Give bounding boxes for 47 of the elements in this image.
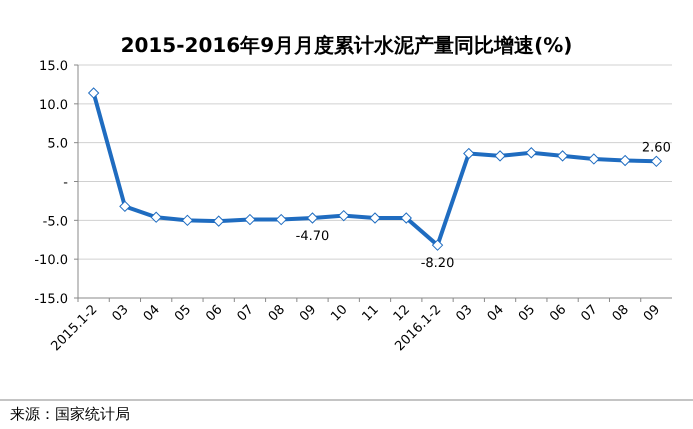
x-tick-label: 05 <box>172 302 194 325</box>
point <box>400 212 412 224</box>
point <box>182 214 193 226</box>
y-tick-label: -5.0 <box>42 214 68 230</box>
y-tick-label: - <box>63 176 68 190</box>
x-tick-label: 09 <box>640 302 664 325</box>
x-tick-label: 06 <box>203 302 226 325</box>
x-tick-label: 09 <box>296 302 320 325</box>
point <box>650 156 662 167</box>
point <box>432 240 444 251</box>
x-tick-label: 04 <box>140 302 163 325</box>
x-tick-label: 05 <box>516 302 538 325</box>
y-tick-label: 5.0 <box>47 136 68 152</box>
data-label: -8.20 <box>420 256 454 272</box>
point <box>244 214 256 226</box>
y-tick-label: 15.0 <box>39 59 68 74</box>
point <box>338 210 350 222</box>
x-tick-label: 10 <box>328 302 351 325</box>
x-tick-label: 08 <box>266 302 288 325</box>
x-tick-label: 06 <box>547 302 570 325</box>
point <box>463 148 474 160</box>
x-tick-label: 11 <box>360 302 382 325</box>
point <box>119 200 130 212</box>
source-note: 来源：国家统计局 <box>10 405 130 423</box>
data-label: 2.60 <box>642 140 671 156</box>
point <box>620 155 631 166</box>
point <box>557 150 568 162</box>
x-tick-label: 07 <box>234 302 257 325</box>
point <box>494 150 506 162</box>
point <box>526 147 537 158</box>
point <box>306 212 318 224</box>
y-tick-label: -10.0 <box>34 253 68 268</box>
x-tick-label: 03 <box>453 302 476 325</box>
point <box>588 153 600 164</box>
point <box>276 214 287 226</box>
x-tick-label: 03 <box>109 302 132 325</box>
point <box>370 212 380 224</box>
point <box>213 216 224 227</box>
point <box>150 212 162 223</box>
data-label: -4.70 <box>296 229 330 244</box>
y-tick-label: -15.0 <box>34 292 68 307</box>
chart-title: 2015-2016年9月月度累计水泥产量同比增速(%) <box>120 33 572 57</box>
x-tick-label: 08 <box>610 302 632 325</box>
x-tick-label: 07 <box>578 302 601 325</box>
x-tick-label: 04 <box>484 302 507 325</box>
y-tick-label: 10.0 <box>39 98 68 113</box>
point <box>88 87 100 98</box>
